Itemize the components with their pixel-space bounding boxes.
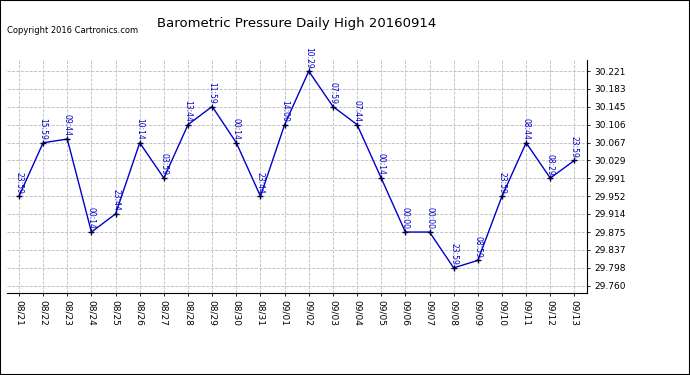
Text: 00:00: 00:00 (401, 207, 410, 229)
Text: 13:44: 13:44 (184, 100, 193, 122)
Text: 07:59: 07:59 (328, 82, 337, 104)
Text: 08:44: 08:44 (522, 118, 531, 140)
Text: 00:14: 00:14 (377, 153, 386, 176)
Text: 23:59: 23:59 (570, 136, 579, 158)
Text: 00:14: 00:14 (232, 118, 241, 140)
Text: 23:59: 23:59 (14, 172, 23, 194)
Text: Barometric Pressure Daily High 20160914: Barometric Pressure Daily High 20160914 (157, 17, 436, 30)
Text: 07:44: 07:44 (353, 100, 362, 122)
Text: 10:14: 10:14 (135, 118, 144, 140)
Text: 23:44: 23:44 (111, 189, 120, 211)
Text: 00:00: 00:00 (425, 207, 434, 229)
Text: 08:29: 08:29 (546, 154, 555, 176)
Text: 15:59: 15:59 (39, 118, 48, 140)
Text: 23:59: 23:59 (449, 243, 458, 265)
Text: 10:29: 10:29 (304, 46, 313, 68)
Text: 08:59: 08:59 (473, 236, 482, 258)
Text: 23:44: 23:44 (256, 172, 265, 194)
Text: 03:59: 03:59 (159, 153, 168, 176)
Text: 00:14: 00:14 (87, 207, 96, 229)
Text: 09:44: 09:44 (63, 114, 72, 136)
Text: 11:59: 11:59 (208, 82, 217, 104)
Text: 23:59: 23:59 (497, 172, 506, 194)
Text: Copyright 2016 Cartronics.com: Copyright 2016 Cartronics.com (7, 26, 138, 35)
Text: 14:00: 14:00 (280, 100, 289, 122)
Text: Pressure  (Inches/Hg): Pressure (Inches/Hg) (462, 28, 566, 38)
